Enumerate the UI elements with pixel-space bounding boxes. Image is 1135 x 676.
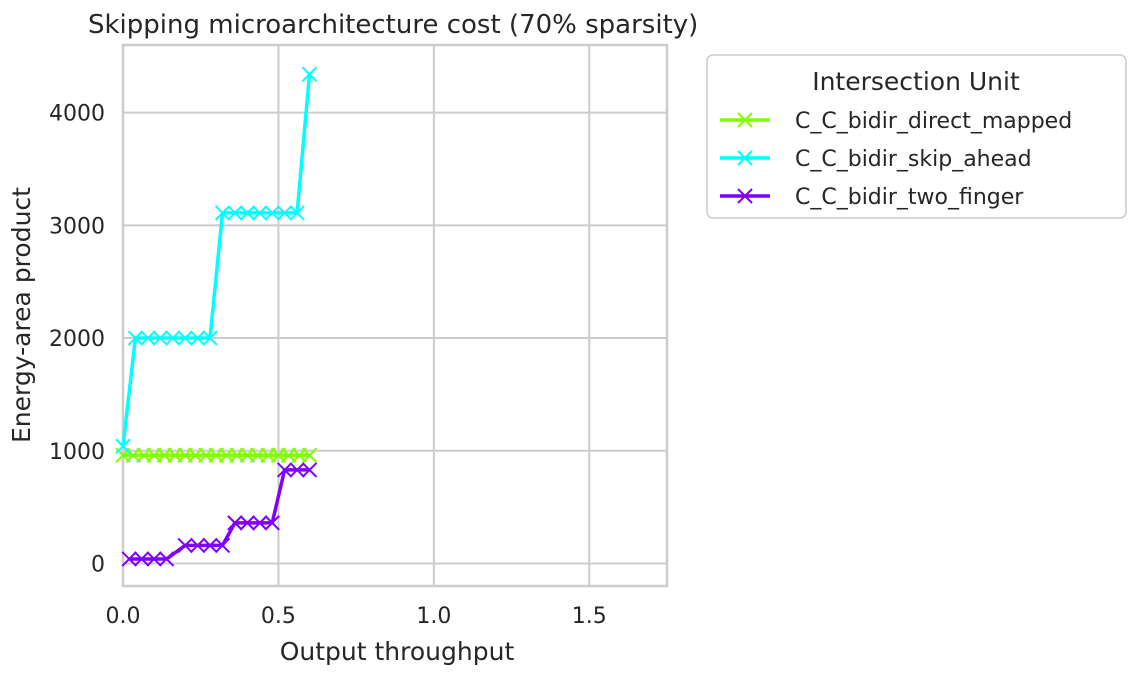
legend-title: Intersection Unit [812,67,1020,96]
y-tick-label: 4000 [49,102,105,127]
data-point [227,515,243,531]
x-tick-label: 0.0 [106,604,141,629]
data-point [301,462,318,478]
data-point [146,551,162,567]
data-point [252,205,268,221]
data-point [276,205,293,221]
x-tick-label: 0.5 [261,604,296,629]
legend-entry: C_C_bidir_direct_mapped [720,109,1072,134]
x-axis-title: Output throughput [280,637,515,666]
data-point [140,330,156,346]
y-axis-title: Energy-area product [7,187,36,443]
data-point [165,330,181,346]
data-point [152,330,169,346]
series-C_C_bidir_skip_ahead [115,66,318,454]
data-point [158,551,175,567]
data-point [189,330,206,346]
legend-swatch-marker [737,112,753,128]
legend-frame [706,54,1127,219]
legend-label: C_C_bidir_skip_ahead [795,147,1032,172]
y-tick-label: 1000 [49,440,105,465]
y-tick-labels: 0 1000 2000 3000 4000 [49,102,105,578]
x-tick-labels: 0.0 0.5 1.0 1.5 [106,604,607,629]
legend-label: C_C_bidir_two_finger [795,185,1024,210]
data-point [239,515,256,531]
data-point [177,537,193,554]
data-point [227,205,243,221]
legend-swatch-marker [737,188,753,204]
y-tick-label: 3000 [49,214,105,239]
data-point [289,462,305,478]
legend-entries: C_C_bidir_direct_mapped C_C_bidir_skip_ah… [720,109,1072,210]
series-group [115,66,318,567]
legend-entry: C_C_bidir_skip_ahead [720,147,1032,172]
data-point [276,462,293,478]
data-point [189,537,206,554]
plot-frame [121,43,669,588]
data-point [115,438,131,454]
data-point [121,551,137,567]
data-point [289,205,305,221]
legend-label: C_C_bidir_direct_mapped [795,109,1072,134]
y-tick-label: 2000 [49,327,105,352]
data-point [214,537,231,554]
data-point [202,330,218,346]
x-tick-label: 1.5 [572,604,607,629]
data-point [177,330,193,346]
chart-title: Skipping microarchitecture cost (70% spa… [88,10,698,40]
data-point [133,551,150,567]
legend-entry: C_C_bidir_two_finger [720,185,1024,210]
data-point [301,447,318,463]
data-point [127,330,144,346]
series-line [121,74,312,447]
legend-swatch-marker [737,150,753,166]
data-point [252,515,268,531]
series-C_C_bidir_two_finger [121,462,318,567]
data-point [264,515,280,531]
series-C_C_bidir_direct_mapped [115,447,318,463]
data-point [239,205,256,221]
data-point [264,205,280,221]
x-tick-label: 1.0 [416,604,451,629]
y-tick-label: 0 [91,552,105,577]
legend: Intersection Unit C_C_bidir_direct_mappe… [706,54,1127,219]
data-point [202,537,218,554]
data-point [301,66,318,83]
data-point [214,205,231,221]
